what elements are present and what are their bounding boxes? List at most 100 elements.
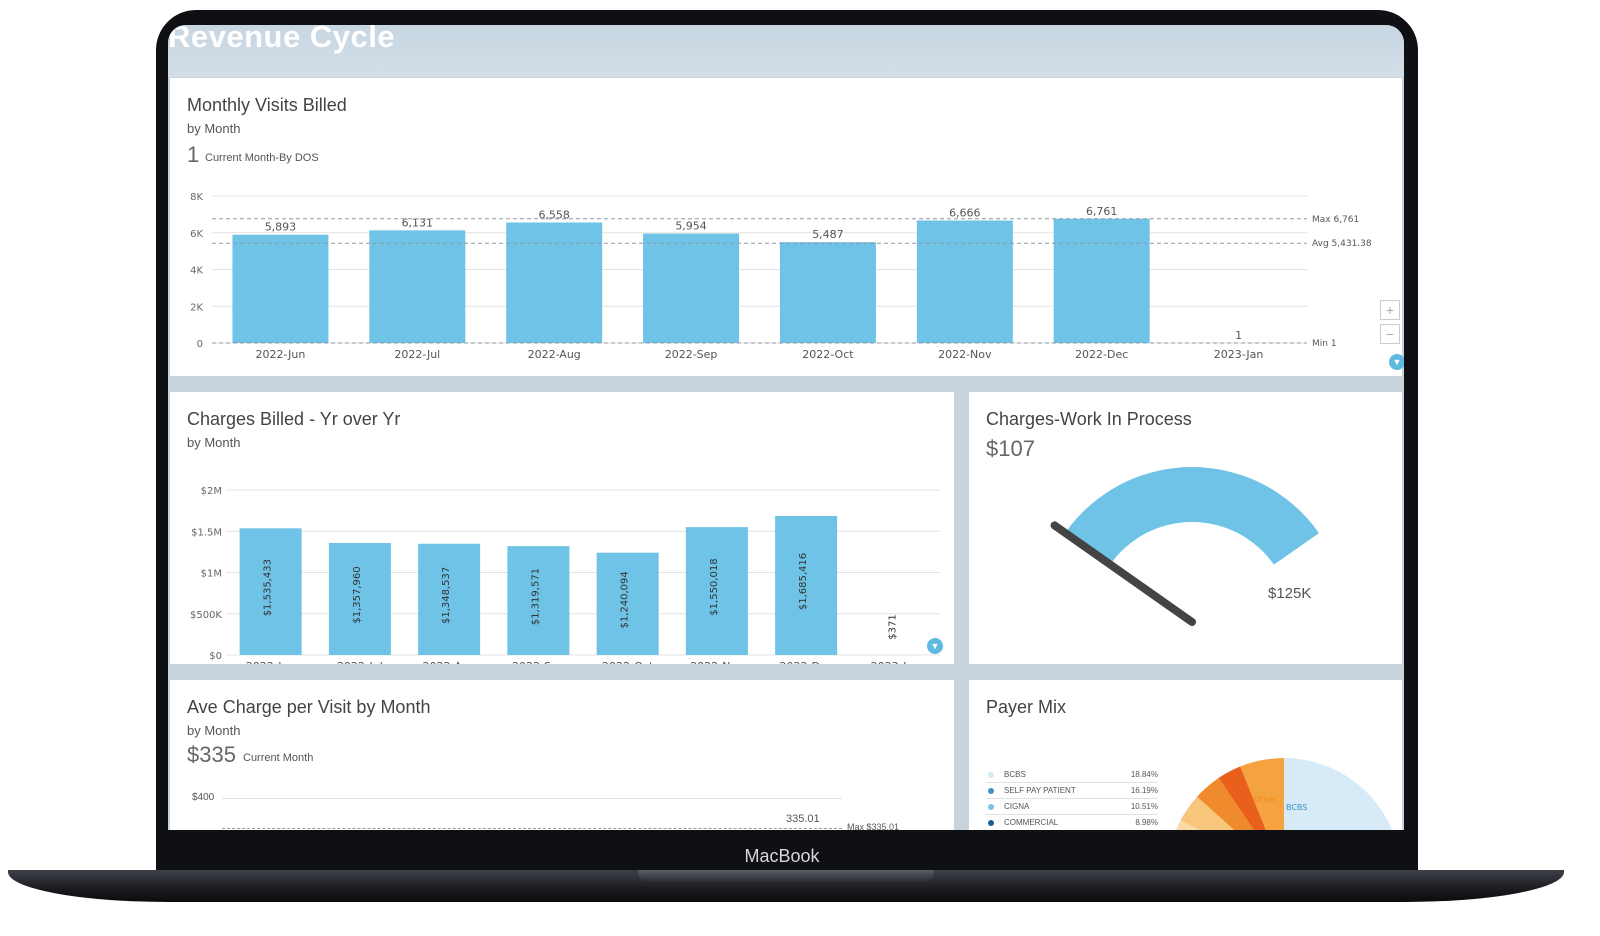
data-label: $1,685,416 — [798, 553, 809, 610]
x-tick-label: 2022-Nov — [690, 660, 744, 664]
panel-subtitle: by Month — [187, 723, 241, 738]
charges-billed-chart: $0 $500K $1M $1.5M $2M $1,535,433 2022-Jun $1,3… — [190, 486, 940, 664]
reference-line-label: Avg 5,431.38 — [1312, 239, 1372, 249]
reference-line-label: Max 6,761 — [1312, 215, 1359, 225]
kpi-value: 1 — [187, 142, 200, 167]
legend-value: 8.98% — [1135, 818, 1158, 827]
y-tick-label: $1.5M — [191, 527, 222, 538]
ave-charge-panel: Ave Charge per Visit by Month by Month $… — [170, 680, 954, 830]
y-tick-label: $0 — [209, 651, 222, 662]
data-label: 6,131 — [402, 216, 434, 229]
gauge-arc — [1065, 467, 1319, 565]
bar — [643, 233, 740, 343]
bar — [775, 515, 838, 655]
legend-item: COMMERCIAL 8.98% — [986, 815, 1158, 830]
data-label: $1,319,571 — [530, 568, 541, 625]
bar — [507, 546, 570, 655]
bar — [685, 527, 748, 655]
y-tick-label: 8K — [190, 192, 203, 203]
panel-subtitle: by Month — [187, 121, 241, 136]
data-label: 5,893 — [265, 221, 297, 234]
bar — [596, 552, 659, 655]
wip-value: $107 — [986, 436, 1035, 461]
gauge-needle — [1050, 521, 1196, 626]
payer-mix-panel: Payer Mix BCBS 18.84% SELF PAY PATIENT 16.1… — [969, 680, 1402, 830]
wip-panel: Charges-Work In Process $107 $125K — [969, 392, 1402, 664]
bar — [418, 543, 481, 655]
pie-label-other: Other — [1254, 795, 1277, 804]
zoom-out-button[interactable]: − — [1380, 324, 1400, 344]
data-label: $1,357,960 — [352, 566, 363, 623]
dashboard-header: Revenue Cycle — [168, 25, 1404, 77]
kpi-label: Current Month — [243, 752, 314, 764]
data-label: $371 — [887, 614, 898, 639]
filter-icon[interactable]: ▼ — [1389, 354, 1404, 370]
x-tick-label: 2022-Aug — [423, 660, 476, 664]
legend-label: COMMERCIAL — [1004, 818, 1059, 827]
max-label: Max $335.01 — [847, 822, 900, 830]
gridline — [222, 798, 842, 799]
legend-item: SELF PAY PATIENT 16.19% — [986, 783, 1158, 799]
legend-label: CIGNA — [1004, 802, 1030, 811]
gauge-max-label: $125K — [1268, 585, 1312, 602]
pie-slice — [1176, 820, 1200, 830]
x-tick-label: 2022-Sep — [512, 660, 565, 664]
legend-item: BCBS 18.84% — [986, 767, 1158, 783]
legend-item: CIGNA 10.51% — [986, 799, 1158, 815]
x-tick-label: 2022-Sep — [665, 348, 718, 361]
bar — [369, 230, 466, 343]
data-label: $1,240,094 — [620, 571, 631, 628]
data-label: $1,535,433 — [263, 559, 274, 616]
kpi-label: Current Month-By DOS — [205, 152, 319, 164]
bar — [916, 220, 1013, 343]
device-label: MacBook — [744, 846, 820, 866]
kpi-value: $335 — [187, 742, 236, 767]
data-label: 6,666 — [949, 207, 981, 220]
panel-title: Charges Billed - Yr over Yr — [187, 409, 401, 429]
y-tick-label: $400 — [192, 792, 215, 803]
legend-swatch — [988, 771, 994, 778]
legend-value: 16.19% — [1130, 786, 1158, 795]
data-label: 6,558 — [538, 208, 570, 221]
legend-swatch — [988, 787, 994, 794]
y-tick-label: 0 — [197, 339, 203, 350]
bar — [506, 222, 603, 343]
data-label: $1,550,018 — [709, 558, 720, 615]
legend-label: SELF PAY PATIENT — [1004, 786, 1076, 795]
pie-slice-other — [1240, 758, 1284, 830]
y-tick-label: $500K — [190, 610, 222, 621]
bar — [779, 242, 876, 343]
panel-title: Monthly Visits Billed — [187, 95, 347, 115]
data-label: 1 — [1235, 329, 1242, 342]
x-tick-label: 2022-Jun — [256, 348, 306, 361]
zoom-in-button[interactable]: + — [1380, 300, 1400, 320]
y-tick-label: 2K — [190, 302, 203, 313]
data-label: 5,954 — [675, 220, 707, 233]
wip-gauge — [1050, 467, 1319, 626]
bar — [232, 234, 329, 343]
data-label: 335.01 — [786, 813, 820, 825]
data-label: 6,761 — [1086, 205, 1118, 218]
x-tick-label: 2023-Jan — [871, 660, 921, 664]
charges-billed-panel: Charges Billed - Yr over Yr by Month $0 $… — [170, 392, 954, 664]
pie-slice-bcbs — [1284, 758, 1392, 830]
reference-line-label: Min 1 — [1312, 339, 1337, 349]
pie-slice — [1197, 778, 1254, 830]
legend-value: 18.84% — [1130, 770, 1158, 779]
pie-slice — [1218, 766, 1266, 830]
legend-swatch — [988, 803, 994, 810]
y-tick-label: $1M — [201, 569, 222, 580]
filter-icon[interactable]: ▼ — [927, 638, 943, 654]
panel-title: Payer Mix — [986, 697, 1067, 717]
data-label: $1,348,537 — [441, 567, 452, 624]
laptop-notch — [638, 870, 934, 882]
legend-label: BCBS — [1004, 770, 1026, 779]
panel-title: Charges-Work In Process — [986, 409, 1192, 429]
x-tick-label: 2022-Aug — [528, 348, 581, 361]
monthly-visits-panel: Monthly Visits Billed by Month 1 Current… — [170, 78, 1404, 376]
dashboard-screen: Revenue Cycle Monthly Visits Billed by M… — [168, 25, 1404, 830]
dashboard-title: Revenue Cycle — [168, 25, 396, 54]
x-tick-label: 2022-Jun — [246, 660, 296, 664]
pie-slice — [1180, 796, 1235, 830]
y-tick-label: 4K — [190, 266, 203, 277]
